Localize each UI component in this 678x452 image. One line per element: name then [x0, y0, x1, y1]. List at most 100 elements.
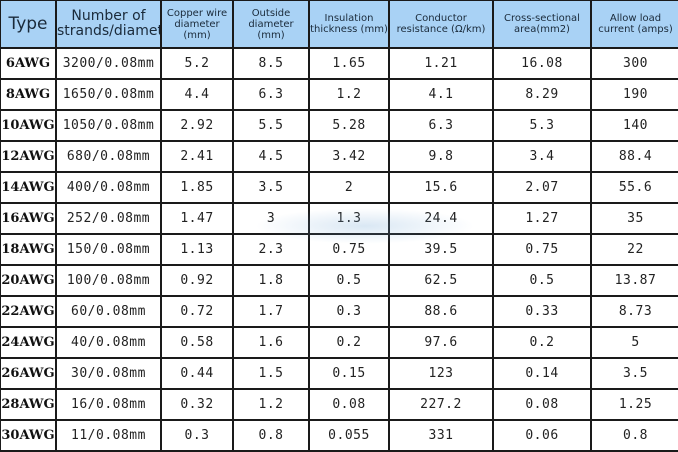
- table-row: 14AWG 400/0.08mm 1.85 3.5 2 15.6 2.07 55.6: [0, 171, 678, 204]
- cell-conductor-resistance: 331: [388, 419, 494, 452]
- cell-conductor-resistance: 4.1: [388, 78, 494, 111]
- cell-conductor-resistance: 227.2: [388, 388, 494, 421]
- cell-outside-diameter: 3.5: [232, 171, 310, 204]
- header-load-current: Allow load current (amps): [590, 0, 678, 49]
- cell-copper-diameter: 0.32: [160, 388, 234, 421]
- cell-type: 18AWG: [0, 233, 57, 266]
- cell-load-current: 88.4: [590, 140, 678, 173]
- cell-insulation-thickness: 1.3: [308, 202, 390, 235]
- cell-type: 20AWG: [0, 264, 57, 297]
- cell-cross-sectional-area: 2.07: [492, 171, 592, 204]
- cell-copper-diameter: 2.41: [160, 140, 234, 173]
- cell-type: 22AWG: [0, 295, 57, 328]
- cell-insulation-thickness: 2: [308, 171, 390, 204]
- cell-strands: 1050/0.08mm: [55, 109, 162, 142]
- cell-cross-sectional-area: 0.08: [492, 388, 592, 421]
- table-row: 26AWG 30/0.08mm 0.44 1.5 0.15 123 0.14 3.5: [0, 357, 678, 390]
- cell-strands: 60/0.08mm: [55, 295, 162, 328]
- cell-outside-diameter: 1.7: [232, 295, 310, 328]
- table-row: 12AWG 680/0.08mm 2.41 4.5 3.42 9.8 3.4 88.4: [0, 140, 678, 173]
- cell-copper-diameter: 0.3: [160, 419, 234, 452]
- cell-outside-diameter: 5.5: [232, 109, 310, 142]
- cell-outside-diameter: 1.2: [232, 388, 310, 421]
- cell-strands: 400/0.08mm: [55, 171, 162, 204]
- cell-load-current: 1.25: [590, 388, 678, 421]
- cell-conductor-resistance: 1.21: [388, 47, 494, 80]
- table-row: 22AWG 60/0.08mm 0.72 1.7 0.3 88.6 0.33 8.73: [0, 295, 678, 328]
- cell-load-current: 35: [590, 202, 678, 235]
- cell-conductor-resistance: 24.4: [388, 202, 494, 235]
- cell-type: 12AWG: [0, 140, 57, 173]
- cell-copper-diameter: 0.58: [160, 326, 234, 359]
- cell-cross-sectional-area: 0.14: [492, 357, 592, 390]
- cell-insulation-thickness: 0.5: [308, 264, 390, 297]
- cell-outside-diameter: 1.8: [232, 264, 310, 297]
- cell-cross-sectional-area: 0.75: [492, 233, 592, 266]
- cell-load-current: 3.5: [590, 357, 678, 390]
- cell-copper-diameter: 1.47: [160, 202, 234, 235]
- header-cross-sectional-area: Cross-sectional area(mm2): [492, 0, 592, 49]
- cell-strands: 150/0.08mm: [55, 233, 162, 266]
- cell-type: 24AWG: [0, 326, 57, 359]
- cell-strands: 40/0.08mm: [55, 326, 162, 359]
- cell-type: 16AWG: [0, 202, 57, 235]
- cell-strands: 16/0.08mm: [55, 388, 162, 421]
- cell-copper-diameter: 2.92: [160, 109, 234, 142]
- cell-strands: 3200/0.08mm: [55, 47, 162, 80]
- cell-copper-diameter: 1.13: [160, 233, 234, 266]
- table-row: 6AWG 3200/0.08mm 5.2 8.5 1.65 1.21 16.08 300: [0, 47, 678, 80]
- table-row: 10AWG 1050/0.08mm 2.92 5.5 5.28 6.3 5.3 140: [0, 109, 678, 142]
- cell-load-current: 55.6: [590, 171, 678, 204]
- cell-cross-sectional-area: 0.5: [492, 264, 592, 297]
- table-row: 20AWG 100/0.08mm 0.92 1.8 0.5 62.5 0.5 13.87: [0, 264, 678, 297]
- cell-conductor-resistance: 39.5: [388, 233, 494, 266]
- cell-insulation-thickness: 3.42: [308, 140, 390, 173]
- cell-outside-diameter: 3: [232, 202, 310, 235]
- cell-load-current: 300: [590, 47, 678, 80]
- cell-copper-diameter: 0.92: [160, 264, 234, 297]
- cell-type: 28AWG: [0, 388, 57, 421]
- cell-insulation-thickness: 1.2: [308, 78, 390, 111]
- cell-insulation-thickness: 0.15: [308, 357, 390, 390]
- cell-load-current: 13.87: [590, 264, 678, 297]
- cell-copper-diameter: 4.4: [160, 78, 234, 111]
- cell-cross-sectional-area: 3.4: [492, 140, 592, 173]
- cell-insulation-thickness: 0.3: [308, 295, 390, 328]
- cell-load-current: 22: [590, 233, 678, 266]
- table-row: 16AWG 252/0.08mm 1.47 3 1.3 24.4 1.27 35: [0, 202, 678, 235]
- cell-conductor-resistance: 88.6: [388, 295, 494, 328]
- cell-outside-diameter: 0.8: [232, 419, 310, 452]
- header-insulation-thickness: Insulation thickness (mm): [308, 0, 390, 49]
- header-type: Type: [0, 0, 57, 49]
- cell-type: 26AWG: [0, 357, 57, 390]
- cell-strands: 30/0.08mm: [55, 357, 162, 390]
- header-copper-diameter: Copper wire diameter (mm): [160, 0, 234, 49]
- cell-load-current: 5: [590, 326, 678, 359]
- cell-cross-sectional-area: 0.06: [492, 419, 592, 452]
- cell-insulation-thickness: 5.28: [308, 109, 390, 142]
- cell-strands: 11/0.08mm: [55, 419, 162, 452]
- cell-type: 8AWG: [0, 78, 57, 111]
- cell-copper-diameter: 1.85: [160, 171, 234, 204]
- cell-outside-diameter: 8.5: [232, 47, 310, 80]
- cell-load-current: 140: [590, 109, 678, 142]
- header-conductor-resistance: Conductor resistance (Ω/km): [388, 0, 494, 49]
- cell-copper-diameter: 0.72: [160, 295, 234, 328]
- cell-strands: 1650/0.08mm: [55, 78, 162, 111]
- cell-conductor-resistance: 15.6: [388, 171, 494, 204]
- cell-type: 10AWG: [0, 109, 57, 142]
- cell-type: 14AWG: [0, 171, 57, 204]
- cell-insulation-thickness: 0.2: [308, 326, 390, 359]
- cell-cross-sectional-area: 0.2: [492, 326, 592, 359]
- cell-cross-sectional-area: 8.29: [492, 78, 592, 111]
- cell-type: 6AWG: [0, 47, 57, 80]
- cell-strands: 680/0.08mm: [55, 140, 162, 173]
- cell-outside-diameter: 1.5: [232, 357, 310, 390]
- cell-conductor-resistance: 97.6: [388, 326, 494, 359]
- cell-type: 30AWG: [0, 419, 57, 452]
- table-row: 30AWG 11/0.08mm 0.3 0.8 0.055 331 0.06 0.8: [0, 419, 678, 452]
- cell-conductor-resistance: 9.8: [388, 140, 494, 173]
- cell-insulation-thickness: 1.65: [308, 47, 390, 80]
- cell-conductor-resistance: 6.3: [388, 109, 494, 142]
